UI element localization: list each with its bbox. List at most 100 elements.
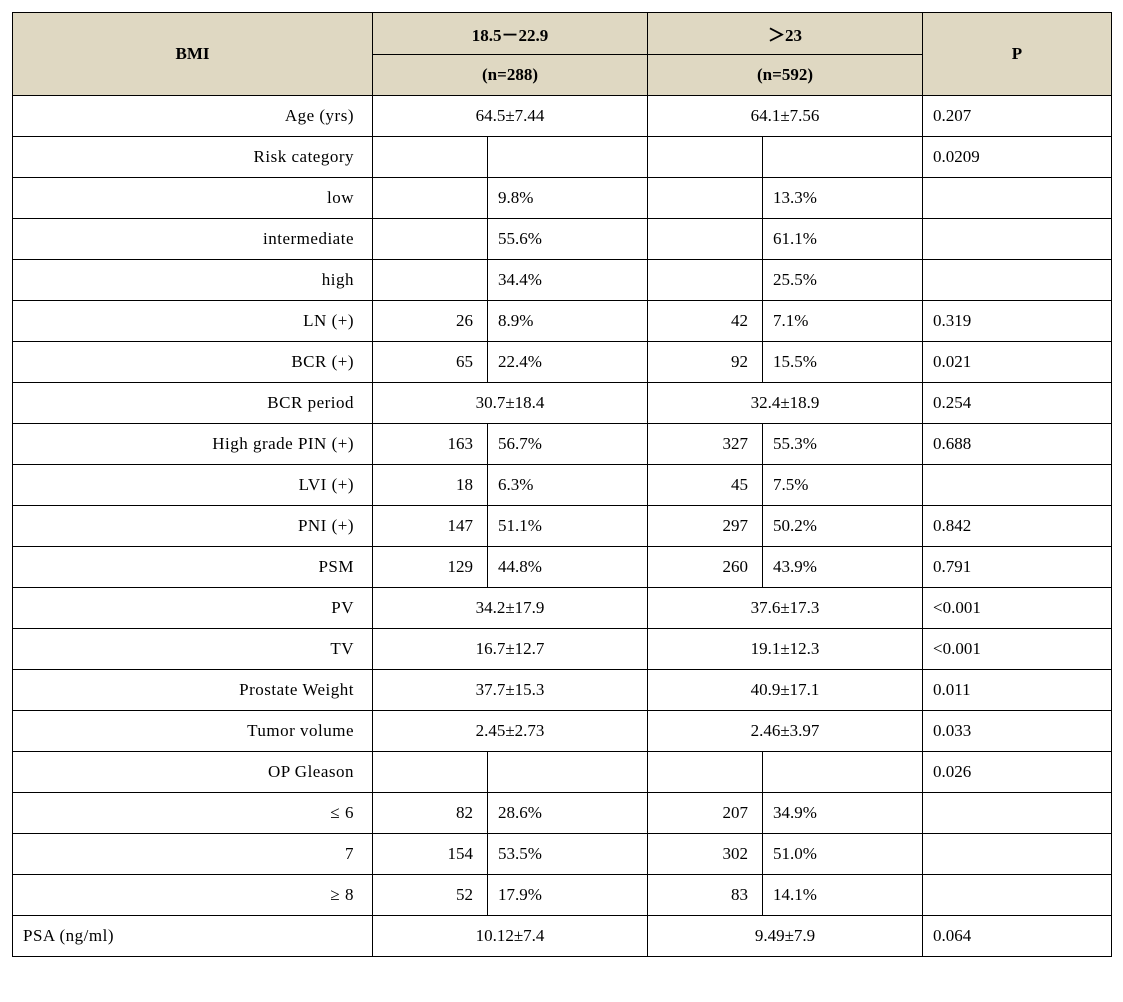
table-row: High grade PIN (+)16356.7%32755.3%0.688 — [13, 424, 1112, 465]
group1-count: 154 — [373, 834, 488, 875]
group2-count: 42 — [648, 301, 763, 342]
row-label: LN (+) — [13, 301, 373, 342]
group2-percent: 25.5% — [763, 260, 923, 301]
group1-percent: 55.6% — [488, 219, 648, 260]
group1-count: 129 — [373, 547, 488, 588]
group1-percent: 6.3% — [488, 465, 648, 506]
row-label: PSA (ng/ml) — [13, 916, 373, 957]
table-row: LVI (+)186.3%457.5% — [13, 465, 1112, 506]
table-row: Age (yrs)64.5±7.4464.1±7.560.207 — [13, 96, 1112, 137]
group2-percent — [763, 137, 923, 178]
table-row: Tumor volume2.45±2.732.46±3.970.033 — [13, 711, 1112, 752]
group1-count: 82 — [373, 793, 488, 834]
group1-percent — [488, 137, 648, 178]
group2-value: 37.6±17.3 — [648, 588, 923, 629]
table-header: BMI 18.5－22.9 ＞23 P (n=288) (n=592) — [13, 13, 1112, 96]
row-label: PV — [13, 588, 373, 629]
p-value: 0.791 — [923, 547, 1112, 588]
group2-percent: 55.3% — [763, 424, 923, 465]
table-row: ≥ 85217.9%8314.1% — [13, 875, 1112, 916]
row-label: TV — [13, 629, 373, 670]
group2-count — [648, 137, 763, 178]
group2-percent: 13.3% — [763, 178, 923, 219]
row-label: 7 — [13, 834, 373, 875]
group1-percent: 8.9% — [488, 301, 648, 342]
group2-count — [648, 178, 763, 219]
row-label: PNI (+) — [13, 506, 373, 547]
group2-percent: 7.5% — [763, 465, 923, 506]
header-row-1: BMI 18.5－22.9 ＞23 P — [13, 13, 1112, 55]
group1-percent: 51.1% — [488, 506, 648, 547]
group2-percent: 7.1% — [763, 301, 923, 342]
bmi-comparison-table: BMI 18.5－22.9 ＞23 P (n=288) (n=592) Age … — [12, 12, 1112, 957]
table-row: PSM12944.8%26043.9%0.791 — [13, 547, 1112, 588]
row-label: LVI (+) — [13, 465, 373, 506]
group1-count — [373, 752, 488, 793]
p-value: 0.064 — [923, 916, 1112, 957]
group2-percent: 43.9% — [763, 547, 923, 588]
group1-percent: 22.4% — [488, 342, 648, 383]
header-bmi: BMI — [13, 13, 373, 96]
p-value: 0.842 — [923, 506, 1112, 547]
p-value: 0.033 — [923, 711, 1112, 752]
table-row: low9.8%13.3% — [13, 178, 1112, 219]
row-label: Age (yrs) — [13, 96, 373, 137]
row-label: Tumor volume — [13, 711, 373, 752]
header-group1-n: (n=288) — [373, 55, 648, 96]
table-row: Risk category0.0209 — [13, 137, 1112, 178]
group1-value: 37.7±15.3 — [373, 670, 648, 711]
group1-percent — [488, 752, 648, 793]
group2-count — [648, 219, 763, 260]
row-label: Prostate Weight — [13, 670, 373, 711]
header-group1-range: 18.5－22.9 — [373, 13, 648, 55]
group2-value: 64.1±7.56 — [648, 96, 923, 137]
table-row: intermediate 55.6% 61.1% — [13, 219, 1112, 260]
p-value — [923, 793, 1112, 834]
table-row: PNI (+)14751.1%29750.2%0.842 — [13, 506, 1112, 547]
group2-count: 83 — [648, 875, 763, 916]
group1-percent: 56.7% — [488, 424, 648, 465]
group1-count: 52 — [373, 875, 488, 916]
row-label: ≥ 8 — [13, 875, 373, 916]
table-row: LN (+)268.9%427.1%0.319 — [13, 301, 1112, 342]
group1-value: 16.7±12.7 — [373, 629, 648, 670]
row-label: high — [13, 260, 373, 301]
group1-value: 30.7±18.4 — [373, 383, 648, 424]
table-row: BCR period30.7±18.432.4±18.90.254 — [13, 383, 1112, 424]
group1-value: 64.5±7.44 — [373, 96, 648, 137]
group2-value: 2.46±3.97 — [648, 711, 923, 752]
p-value: 0.026 — [923, 752, 1112, 793]
group2-count: 297 — [648, 506, 763, 547]
group1-percent: 17.9% — [488, 875, 648, 916]
table-row: PSA (ng/ml)10.12±7.49.49±7.90.064 — [13, 916, 1112, 957]
group2-count: 302 — [648, 834, 763, 875]
row-label: BCR (+) — [13, 342, 373, 383]
group1-value: 10.12±7.4 — [373, 916, 648, 957]
group2-percent: 51.0% — [763, 834, 923, 875]
group2-count — [648, 260, 763, 301]
group2-percent: 15.5% — [763, 342, 923, 383]
group1-count — [373, 137, 488, 178]
row-label: High grade PIN (+) — [13, 424, 373, 465]
p-value: 0.021 — [923, 342, 1112, 383]
group2-value: 19.1±12.3 — [648, 629, 923, 670]
group2-count: 207 — [648, 793, 763, 834]
p-value — [923, 834, 1112, 875]
p-value: 0.319 — [923, 301, 1112, 342]
p-value: 0.011 — [923, 670, 1112, 711]
group1-count — [373, 219, 488, 260]
group2-percent: 61.1% — [763, 219, 923, 260]
row-label: intermediate — [13, 219, 373, 260]
row-label: BCR period — [13, 383, 373, 424]
p-value — [923, 875, 1112, 916]
table-row: Prostate Weight37.7±15.340.9±17.10.011 — [13, 670, 1112, 711]
group2-percent: 14.1% — [763, 875, 923, 916]
p-value: <0.001 — [923, 629, 1112, 670]
header-group2-n: (n=592) — [648, 55, 923, 96]
p-value — [923, 465, 1112, 506]
row-label: ≤ 6 — [13, 793, 373, 834]
group1-count — [373, 260, 488, 301]
group2-value: 32.4±18.9 — [648, 383, 923, 424]
row-label: Risk category — [13, 137, 373, 178]
group2-value: 9.49±7.9 — [648, 916, 923, 957]
